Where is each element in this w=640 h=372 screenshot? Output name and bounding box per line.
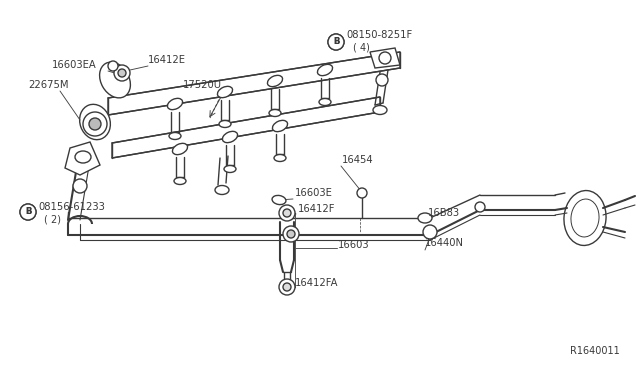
Ellipse shape [219, 121, 231, 128]
Circle shape [114, 65, 130, 81]
Text: 16603: 16603 [338, 240, 370, 250]
Ellipse shape [168, 98, 182, 110]
Text: 16412FA: 16412FA [295, 278, 339, 288]
Circle shape [279, 279, 295, 295]
Ellipse shape [218, 86, 232, 98]
Polygon shape [112, 97, 380, 158]
Ellipse shape [79, 104, 110, 140]
Text: 16B83: 16B83 [428, 208, 460, 218]
Circle shape [73, 179, 87, 193]
Circle shape [357, 188, 367, 198]
Circle shape [283, 283, 291, 291]
Ellipse shape [319, 99, 331, 106]
Ellipse shape [273, 121, 287, 132]
Ellipse shape [223, 131, 237, 142]
Circle shape [83, 112, 107, 136]
Circle shape [475, 202, 485, 212]
Ellipse shape [317, 64, 333, 76]
Polygon shape [108, 52, 400, 115]
Circle shape [89, 118, 101, 130]
Circle shape [328, 34, 344, 50]
Circle shape [287, 230, 295, 238]
Text: 16412F: 16412F [298, 204, 335, 214]
Text: R1640011: R1640011 [570, 346, 620, 356]
Circle shape [279, 205, 295, 221]
Ellipse shape [100, 62, 131, 98]
Text: 16603EA: 16603EA [52, 60, 97, 70]
Ellipse shape [272, 195, 286, 205]
Circle shape [20, 204, 36, 220]
Text: B: B [25, 208, 31, 217]
Circle shape [423, 225, 437, 239]
Circle shape [283, 226, 299, 242]
Text: ( 2): ( 2) [44, 214, 61, 224]
Ellipse shape [174, 177, 186, 185]
Text: 22675M: 22675M [28, 80, 68, 90]
Text: 16603E: 16603E [295, 188, 333, 198]
Text: 08156-61233: 08156-61233 [38, 202, 105, 212]
Ellipse shape [169, 132, 181, 140]
Ellipse shape [75, 151, 91, 163]
Ellipse shape [268, 76, 282, 87]
Circle shape [20, 204, 36, 220]
Ellipse shape [269, 109, 281, 116]
Text: B: B [333, 38, 339, 46]
Ellipse shape [571, 199, 599, 237]
Text: 16440N: 16440N [425, 238, 464, 248]
Polygon shape [65, 142, 100, 175]
Circle shape [118, 69, 126, 77]
Ellipse shape [224, 166, 236, 173]
Circle shape [108, 61, 118, 71]
Circle shape [379, 52, 391, 64]
Text: 17520U: 17520U [183, 80, 222, 90]
Circle shape [283, 209, 291, 217]
Text: ( 4): ( 4) [353, 42, 370, 52]
Text: B: B [333, 38, 339, 46]
Text: 08150-8251F: 08150-8251F [346, 30, 412, 40]
Ellipse shape [274, 154, 286, 161]
Circle shape [376, 74, 388, 86]
Polygon shape [370, 48, 400, 68]
Ellipse shape [418, 213, 432, 223]
Circle shape [328, 34, 344, 50]
Text: 16412E: 16412E [148, 55, 186, 65]
Ellipse shape [172, 143, 188, 155]
Ellipse shape [373, 106, 387, 115]
Ellipse shape [564, 190, 606, 246]
Text: 16454: 16454 [342, 155, 374, 165]
Ellipse shape [215, 186, 229, 195]
Text: B: B [25, 208, 31, 217]
